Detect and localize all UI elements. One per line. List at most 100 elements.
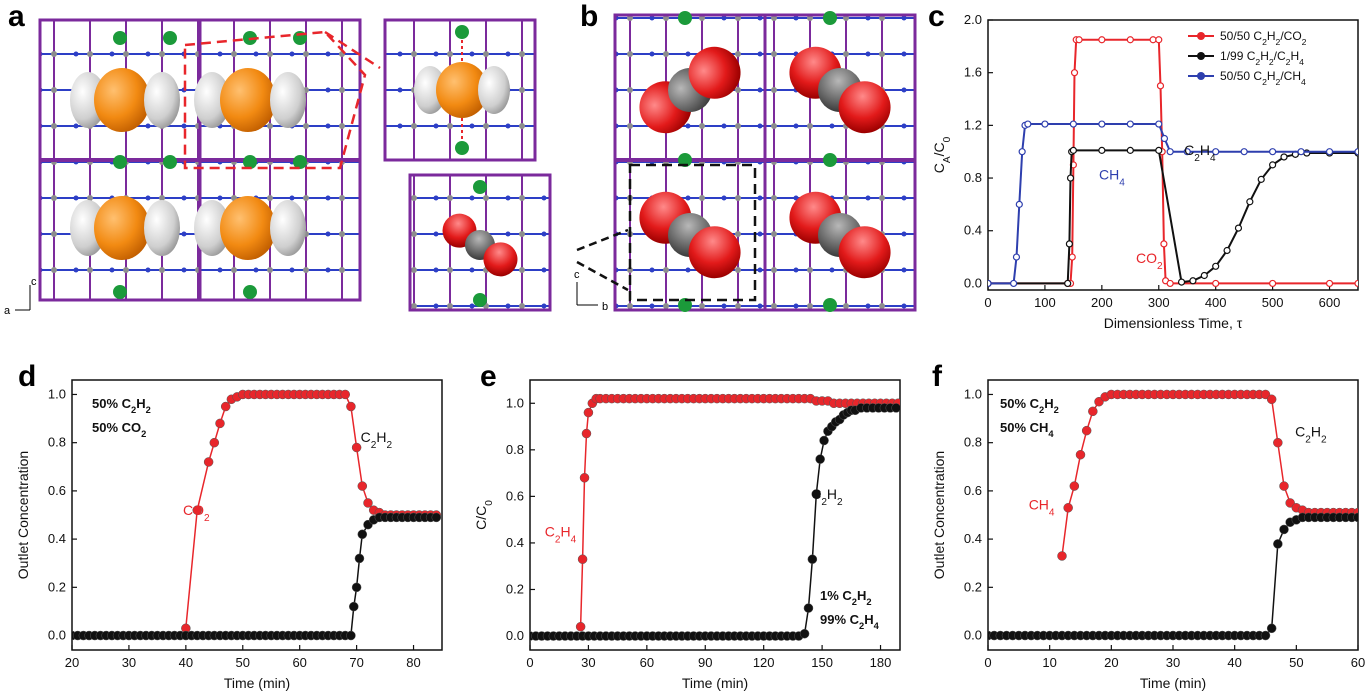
data-point-d bbox=[431, 512, 442, 523]
data-point-c bbox=[1234, 224, 1243, 232]
legend-marker-c bbox=[1197, 72, 1205, 80]
x-tick-label-c: 0 bbox=[984, 295, 991, 310]
x-axis-label-d: Time (min) bbox=[224, 675, 290, 691]
x-tick-label-c: 200 bbox=[1091, 295, 1113, 310]
y-tick-label-d: 0.8 bbox=[48, 435, 66, 450]
axis-b-label: b bbox=[602, 301, 608, 313]
inset-bottom bbox=[408, 173, 552, 312]
annotation-d: C2H2 bbox=[361, 429, 393, 451]
data-point-f bbox=[1081, 425, 1092, 436]
data-point-c bbox=[1098, 36, 1106, 44]
x-tick-label-f: 40 bbox=[1227, 655, 1241, 670]
data-point-c bbox=[1126, 146, 1134, 154]
panel-letter-c: c bbox=[928, 0, 945, 33]
axis-c-label-a: c bbox=[31, 276, 37, 288]
data-point-d bbox=[349, 601, 359, 612]
data-point-c bbox=[1069, 120, 1077, 128]
data-point-c bbox=[1160, 240, 1168, 248]
data-point-c bbox=[1183, 148, 1191, 156]
x-tick-label-e: 150 bbox=[811, 655, 833, 670]
data-point-e bbox=[579, 473, 590, 483]
x-tick-label-e: 180 bbox=[870, 655, 892, 670]
data-point-c bbox=[1223, 246, 1231, 255]
data-point-c bbox=[1064, 279, 1072, 288]
data-point-c bbox=[1269, 148, 1277, 156]
data-point-d bbox=[215, 418, 225, 429]
data-point-c bbox=[1212, 148, 1220, 156]
plot-area-f bbox=[988, 389, 1358, 641]
data-point-c bbox=[1269, 279, 1277, 288]
data-point-c bbox=[1155, 146, 1163, 154]
panel-letter-d: d bbox=[18, 360, 37, 393]
inset-label-1-d: 50% C2H2 bbox=[92, 396, 151, 415]
y-tick-label-e: 0.8 bbox=[506, 442, 524, 457]
annotation-f: C2H2 bbox=[1295, 424, 1327, 446]
x-tick-label-c: 400 bbox=[1205, 295, 1227, 310]
data-point-d bbox=[357, 529, 368, 540]
plot-area-e bbox=[530, 393, 900, 641]
annotation-c: C2H4 bbox=[1184, 142, 1216, 164]
x-tick-label-d: 70 bbox=[349, 655, 363, 670]
series-line-c bbox=[988, 123, 1358, 285]
x-tick-label-f: 10 bbox=[1042, 655, 1056, 670]
inset-label-2-e: 99% C2H4 bbox=[820, 612, 880, 631]
data-point-c bbox=[1166, 279, 1174, 288]
y-tick-label-c: 1.2 bbox=[964, 117, 982, 132]
y-axis-label-c: CA/C0 bbox=[931, 136, 953, 173]
data-point-c bbox=[1126, 120, 1134, 128]
inset-label-1-f: 50% C2H2 bbox=[1000, 396, 1059, 415]
x-tick-label-f: 0 bbox=[984, 655, 991, 670]
inset-label-1-e: 1% C2H2 bbox=[820, 588, 872, 607]
data-point-c bbox=[1269, 161, 1277, 169]
data-point-c bbox=[1212, 262, 1220, 270]
data-point-c bbox=[1189, 277, 1197, 285]
data-point-e bbox=[577, 554, 588, 564]
inset-label-2-f: 50% CH4 bbox=[1000, 420, 1054, 439]
annotation-e: C2H2 bbox=[811, 486, 843, 508]
data-point-e bbox=[815, 454, 825, 464]
y-tick-label-f: 0.4 bbox=[964, 531, 982, 546]
axis-a-label: a bbox=[4, 305, 11, 317]
plot-frame-d bbox=[71, 379, 443, 651]
legend-entry-c: 1/99 C2H2/C2H4 bbox=[1220, 49, 1304, 67]
x-tick-label-f: 20 bbox=[1104, 655, 1118, 670]
green-atoms-a bbox=[113, 31, 307, 299]
data-point-f bbox=[1266, 623, 1277, 634]
data-point-c bbox=[1325, 279, 1334, 288]
x-tick-label-d: 80 bbox=[406, 655, 420, 670]
panel-letter-b: b bbox=[580, 0, 599, 33]
x-axis-label-c: Dimensionless Time, τ bbox=[1104, 315, 1243, 331]
y-tick-label-c: 0.4 bbox=[964, 223, 982, 238]
acetylene-molecules-a bbox=[70, 68, 306, 260]
x-tick-label-e: 30 bbox=[581, 655, 595, 670]
x-tick-label-f: 50 bbox=[1289, 655, 1303, 670]
data-point-d bbox=[351, 582, 362, 593]
data-point-c bbox=[1160, 134, 1169, 143]
data-point-c bbox=[1065, 240, 1074, 248]
series-line-d bbox=[72, 516, 437, 637]
data-point-f bbox=[1069, 481, 1080, 491]
data-point-e bbox=[811, 489, 822, 499]
data-point-f bbox=[1063, 503, 1073, 513]
plot-frame-e bbox=[529, 379, 901, 651]
data-point-c bbox=[988, 279, 992, 288]
data-point-c bbox=[1155, 36, 1163, 44]
data-point-f bbox=[1273, 539, 1283, 549]
series-line-f bbox=[1061, 393, 1358, 557]
data-point-e bbox=[575, 621, 586, 632]
x-tick-label-c: 300 bbox=[1148, 295, 1170, 310]
legend-entry-c: 50/50 C2H2/CH4 bbox=[1220, 69, 1306, 87]
data-point-c bbox=[1240, 148, 1248, 156]
data-point-e bbox=[581, 428, 592, 439]
data-point-c bbox=[1012, 253, 1021, 261]
x-tick-label-f: 60 bbox=[1351, 655, 1365, 670]
data-point-c bbox=[1070, 69, 1079, 77]
data-point-c bbox=[1155, 120, 1163, 128]
data-point-c bbox=[1212, 279, 1220, 288]
data-point-c bbox=[1098, 120, 1106, 128]
y-tick-label-c: 0.8 bbox=[964, 170, 982, 185]
series-line-f bbox=[988, 516, 1358, 637]
x-tick-label-e: 90 bbox=[698, 655, 712, 670]
x-tick-label-c: 100 bbox=[1034, 295, 1056, 310]
